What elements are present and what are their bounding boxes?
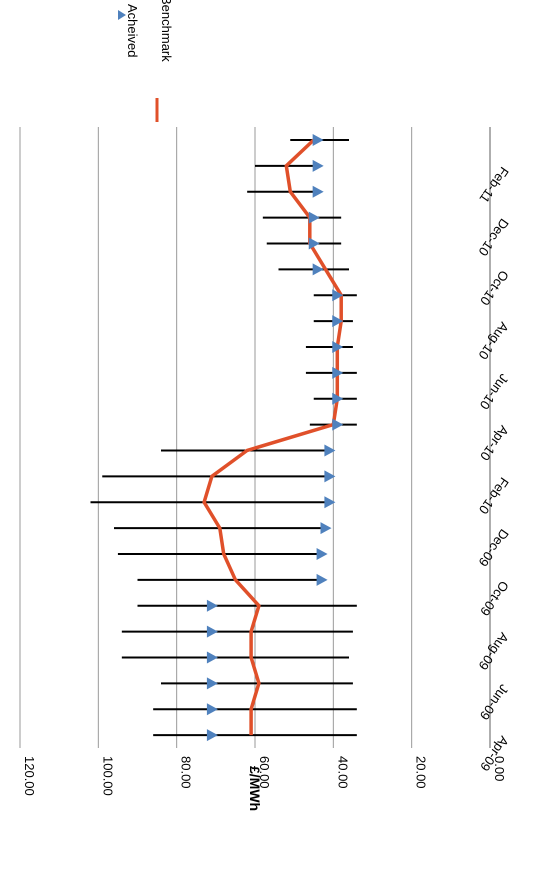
- achieved-point: [206, 729, 218, 742]
- legend-benchmark-label: Benchmark: [159, 0, 174, 62]
- achieved-series: [206, 133, 344, 742]
- y-axis-title: £/MWh: [247, 766, 263, 811]
- x-tick-label: Feb-11: [476, 164, 511, 206]
- achieved-point: [324, 444, 336, 457]
- achieved-point: [312, 159, 324, 172]
- y-tick-label: 40.00: [335, 756, 350, 789]
- achieved-point: [308, 211, 320, 224]
- x-tick-label: Oct-09: [477, 578, 512, 619]
- y-tick-label: 120.00: [22, 756, 37, 796]
- achieved-point: [312, 133, 324, 146]
- achieved-point: [332, 418, 344, 431]
- benchmark-series: [202, 138, 343, 736]
- achieved-point: [206, 625, 218, 638]
- achieved-point: [332, 289, 344, 302]
- y-tick-label: 20.00: [414, 756, 429, 789]
- y-tick-label: 80.00: [179, 756, 194, 789]
- achieved-point: [324, 496, 336, 509]
- achieved-point: [320, 522, 332, 535]
- achieved-point: [332, 340, 344, 353]
- achieved-point: [206, 651, 218, 664]
- x-tick-label: Dec-09: [475, 526, 511, 569]
- x-tick-label: Apr-10: [477, 423, 512, 464]
- y-tick-label: 100.00: [100, 756, 115, 796]
- achieved-point: [332, 392, 344, 405]
- achieved-point: [206, 599, 218, 612]
- achieved-point: [312, 263, 324, 276]
- achieved-point: [206, 703, 218, 716]
- x-tick-label: Feb-10: [476, 475, 512, 517]
- x-tick-label: Aug-09: [475, 630, 511, 673]
- legend-achieved-label: Acheived: [125, 4, 140, 57]
- benchmark-line: [202, 138, 343, 736]
- x-tick-label: Jun-09: [477, 682, 512, 723]
- x-tick-label: Dec-10: [475, 216, 511, 259]
- x-axis-tick-labels: Apr-09Jun-09Aug-09Oct-09Dec-09Feb-10Apr-…: [475, 164, 511, 774]
- achieved-point: [316, 573, 328, 586]
- x-tick-label: Jun-10: [477, 371, 512, 412]
- achieved-point: [332, 315, 344, 328]
- legend-achieved-marker: [118, 10, 126, 20]
- grid-lines: [19, 127, 491, 748]
- y-tick-label: 0.00: [492, 756, 507, 781]
- y-tick-label: 60.00: [257, 756, 272, 789]
- achieved-point: [316, 547, 328, 560]
- achieved-point: [308, 237, 320, 250]
- range-bars: [90, 138, 357, 737]
- x-tick-label: Oct-10: [477, 268, 512, 309]
- legend: Acheived Benchmark: [118, 0, 174, 122]
- achieved-point: [312, 185, 324, 198]
- achieved-point: [324, 470, 336, 483]
- x-tick-label: Aug-10: [475, 319, 511, 362]
- achieved-point: [332, 366, 344, 379]
- achieved-point: [206, 677, 218, 690]
- y-axis-tick-labels: 0.00 20.00 40.00 60.00 80.00 100.00 120.00: [22, 756, 507, 796]
